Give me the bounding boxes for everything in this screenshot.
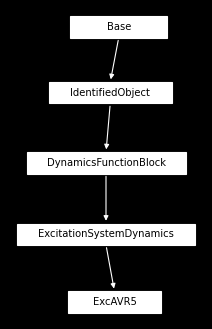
Text: ExcitationSystemDynamics: ExcitationSystemDynamics (38, 229, 174, 239)
Text: Base: Base (107, 22, 131, 32)
FancyBboxPatch shape (49, 82, 172, 103)
Text: ExcAVR5: ExcAVR5 (93, 297, 136, 307)
Text: IdentifiedObject: IdentifiedObject (70, 88, 150, 98)
FancyBboxPatch shape (70, 16, 167, 38)
FancyBboxPatch shape (26, 152, 186, 174)
Text: DynamicsFunctionBlock: DynamicsFunctionBlock (46, 158, 166, 168)
FancyBboxPatch shape (17, 224, 195, 245)
FancyBboxPatch shape (68, 291, 161, 313)
